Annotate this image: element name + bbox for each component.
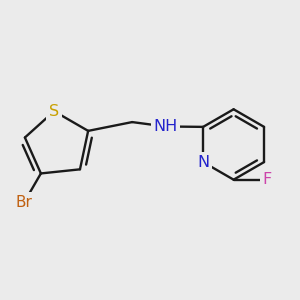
Text: Br: Br: [16, 195, 33, 210]
Text: N: N: [197, 154, 209, 169]
Text: NH: NH: [154, 119, 178, 134]
Text: S: S: [49, 104, 59, 119]
Text: F: F: [262, 172, 272, 187]
